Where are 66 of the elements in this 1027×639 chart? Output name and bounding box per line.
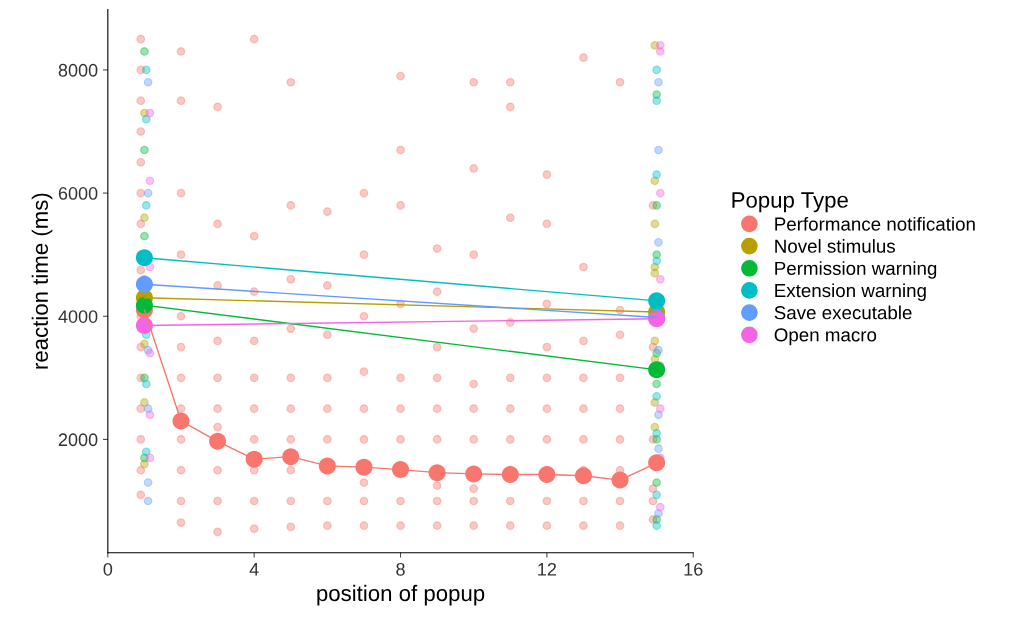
point [140,47,149,56]
point [140,231,149,241]
point [652,521,661,530]
point [141,379,151,389]
point [141,201,151,210]
point [574,467,592,485]
point [648,454,666,472]
point [655,274,665,284]
y-tick-label: 2000 [58,433,98,447]
point [655,404,665,413]
point [140,213,149,223]
x-tick-label: 16 [684,562,703,576]
y-tick-label: 4000 [58,310,98,323]
point [145,108,155,118]
x-axis-title: position of popup [317,584,485,606]
y-axis-title: reaction time (ms) [31,193,53,369]
point [650,336,660,346]
legend-label: Open macro [774,328,877,346]
point [654,77,663,87]
point [145,410,155,420]
point [650,219,660,229]
legend-label: Extension warning [775,283,926,301]
point [648,361,666,379]
y-tick-label: 8000 [58,63,98,77]
legend-label: Permission warning [775,261,937,279]
point [648,292,666,310]
point [143,188,153,198]
legend-label: Save executable [774,305,912,320]
point [140,145,149,155]
point [135,275,153,293]
point [652,490,661,500]
point [654,145,663,155]
point [652,428,661,438]
point [145,453,155,463]
x-tick-label: 8 [396,562,405,576]
legend-title: Popup Type [732,192,848,213]
point [652,256,661,266]
point [141,447,151,457]
point [141,65,151,75]
point [652,391,661,401]
point [143,478,153,487]
point [655,188,665,198]
x-tick-label: 0 [103,562,113,576]
point [655,40,665,50]
point [652,478,661,487]
point [140,339,149,349]
x-tick-label: 4 [249,563,259,576]
point [501,466,519,484]
point [652,379,661,389]
point [143,496,153,506]
point [652,96,661,106]
point [654,444,663,454]
point [145,176,155,186]
legend-label: Novel stimulus [775,239,895,253]
point [652,65,661,75]
y-tick-label: 6000 [58,187,98,200]
x-tick-label: 12 [538,562,557,576]
point [652,201,661,210]
point [655,502,665,512]
legend-label: Performance notification [775,216,975,231]
point [140,398,149,407]
point [135,249,153,267]
point [143,77,153,87]
point [652,170,661,179]
point [538,466,556,484]
point [654,238,663,247]
